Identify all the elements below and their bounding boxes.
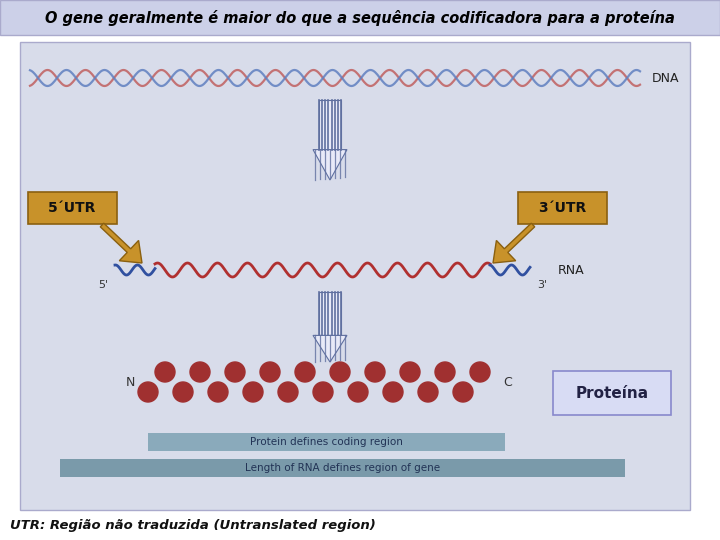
Text: 5': 5' [98,280,108,290]
Circle shape [155,362,175,382]
Text: Length of RNA defines region of gene: Length of RNA defines region of gene [245,463,440,473]
Text: Proteína: Proteína [575,386,649,401]
Bar [162,433,491,451]
Circle shape [225,362,245,382]
Circle shape [470,362,490,382]
Circle shape [190,362,210,382]
Bar [319,100,341,150]
Circle shape [173,382,193,402]
Circle shape [453,382,473,402]
Circle shape [260,362,280,382]
Text: RNA: RNA [558,264,585,276]
FancyBboxPatch shape [28,192,117,224]
Circle shape [365,362,385,382]
Circle shape [278,382,298,402]
Bar [319,292,341,335]
Circle shape [400,362,420,382]
Circle shape [383,382,403,402]
Circle shape [208,382,228,402]
Text: 3': 3' [537,280,547,290]
Text: 5´UTR: 5´UTR [48,201,96,215]
Circle shape [138,382,158,402]
Text: N: N [125,375,135,388]
Text: C: C [503,375,512,388]
FancyArrow shape [60,459,625,477]
Text: 3´UTR: 3´UTR [539,201,587,215]
Circle shape [418,382,438,402]
Circle shape [313,382,333,402]
Circle shape [330,362,350,382]
FancyBboxPatch shape [518,192,607,224]
FancyArrow shape [493,223,535,263]
Text: Protein defines coding region: Protein defines coding region [250,437,403,447]
FancyBboxPatch shape [553,371,671,415]
Text: DNA: DNA [652,71,680,84]
Polygon shape [313,335,347,362]
Text: UTR: Região não traduzida (Untranslated region): UTR: Região não traduzida (Untranslated … [10,518,376,531]
Circle shape [243,382,263,402]
Circle shape [435,362,455,382]
Bar [74,459,611,477]
Polygon shape [313,150,347,180]
Bar [0,0,720,35]
FancyArrow shape [100,223,142,263]
Bar [20,42,690,510]
FancyArrow shape [148,433,505,451]
Text: O gene geralmente é maior do que a sequência codificadora para a proteína: O gene geralmente é maior do que a sequê… [45,10,675,26]
Circle shape [348,382,368,402]
FancyArrow shape [148,433,505,451]
FancyArrow shape [60,459,625,477]
Circle shape [295,362,315,382]
